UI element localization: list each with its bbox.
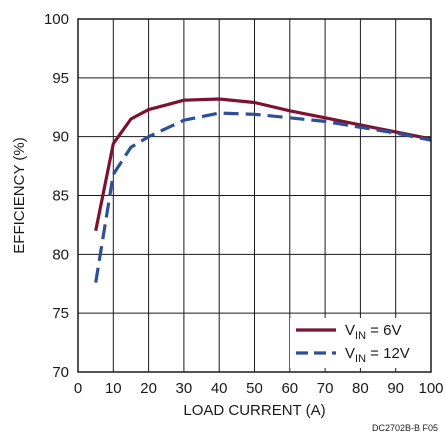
x-tick-label-30: 30 [176,380,193,397]
x-tick-label-60: 60 [281,380,298,397]
x-tick-label-10: 10 [105,380,122,397]
legend-label-vin-12v-rest: = 12V [366,345,410,362]
legend-label-vin-12v-main: V [345,345,355,362]
y-tick-label-85: 85 [52,188,69,205]
series-line-vin-12v [94,111,432,283]
figure-id: DC2702B-B F05 [372,423,438,433]
y-tick-label-100: 100 [44,11,69,28]
legend: VIN = 6V VIN = 12V [290,318,428,368]
x-tick-label-40: 40 [211,380,228,397]
y-tick-label-90: 90 [52,129,69,146]
y-tick-label-75: 75 [52,305,69,322]
legend-label-vin-6v-sub: IN [355,330,366,342]
y-axis-title: EFFICIENCY (%) [11,137,28,253]
y-tick-label-80: 80 [52,246,69,263]
y-tick-label-95: 95 [52,70,69,87]
legend-background [290,318,428,368]
x-tick-labels: 0 10 20 30 40 50 60 70 80 90 100 [74,380,444,397]
x-tick-label-100: 100 [418,380,443,397]
x-tick-label-50: 50 [246,380,263,397]
x-axis-title: LOAD CURRENT (A) [183,402,325,419]
series-layer [94,97,432,283]
series-line-vin-6v [94,97,432,232]
legend-label-vin-6v-rest: = 6V [366,322,401,339]
x-tick-label-20: 20 [140,380,157,397]
grid [78,19,431,372]
x-tick-label-80: 80 [352,380,369,397]
x-tick-label-70: 70 [317,380,334,397]
legend-label-vin-12v: VIN = 12V [345,345,410,365]
x-tick-label-0: 0 [74,380,82,397]
x-tick-label-90: 90 [387,380,404,397]
legend-label-vin-6v-main: V [345,322,355,339]
y-tick-label-70: 70 [52,364,69,381]
legend-label-vin-6v: VIN = 6V [345,322,401,342]
plot-frame [77,18,432,373]
legend-label-vin-12v-sub: IN [355,353,366,365]
y-tick-labels: 70 75 80 85 90 95 100 [44,11,69,381]
